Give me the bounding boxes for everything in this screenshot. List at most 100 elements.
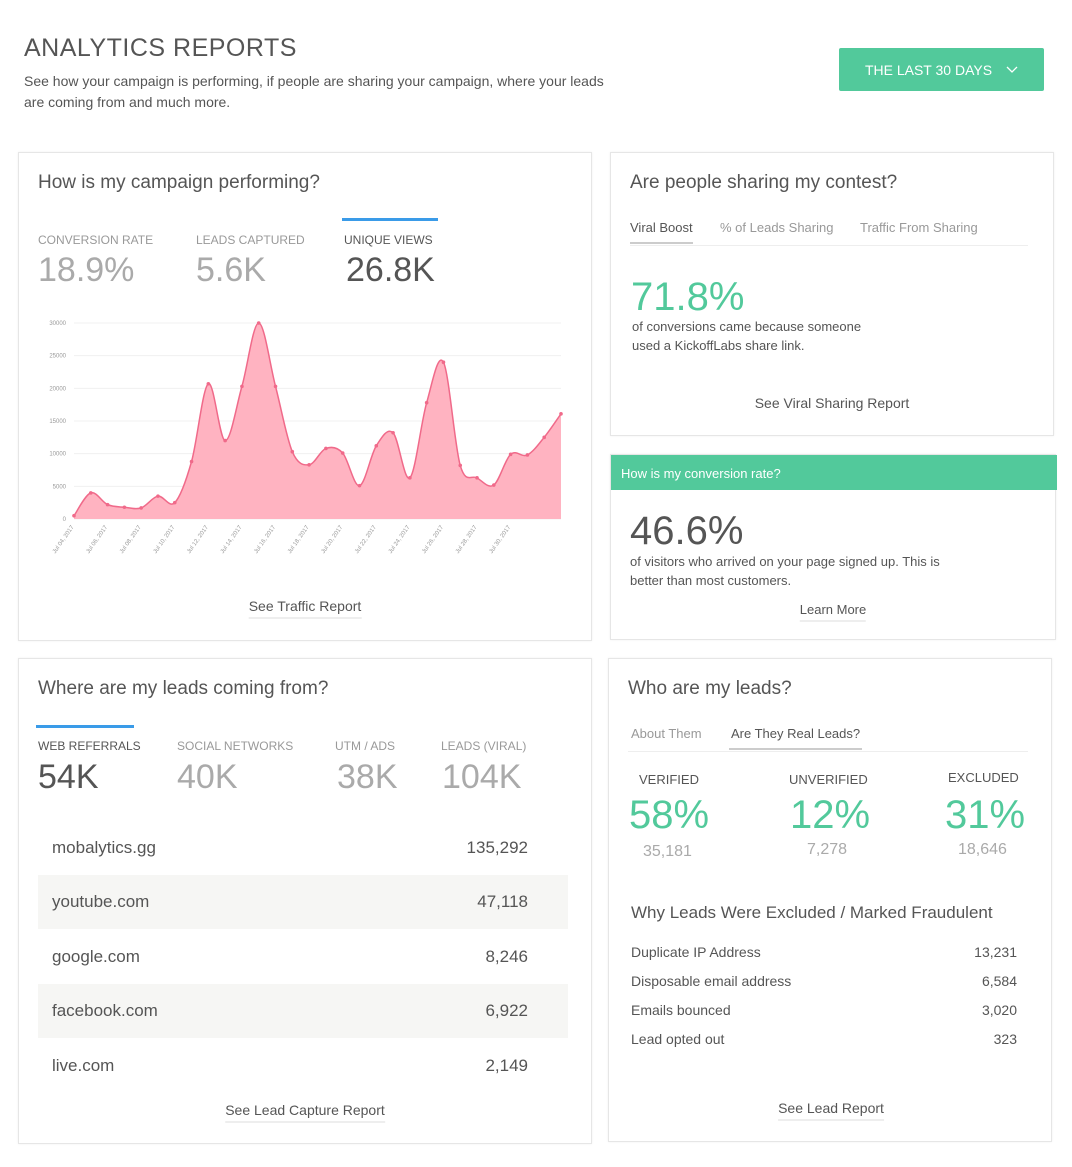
y-tick-label: 30000 xyxy=(49,321,66,327)
source-name: facebook.com xyxy=(52,1001,158,1020)
viral-boost-description: of conversions came because someone used… xyxy=(632,319,862,353)
metric-unique-views-value: 26.8K xyxy=(346,251,435,289)
unique-views-chart: 0 5000 10000 15000 20000 25000 30000 Jul 04, 20… xyxy=(49,321,563,555)
stat-excluded-count: 18,646 xyxy=(958,841,1007,858)
source-count: 6,922 xyxy=(485,1001,528,1020)
conversion-rate-value: 46.6% xyxy=(630,509,744,553)
area-fill xyxy=(74,323,561,519)
source-count: 47,118 xyxy=(477,892,528,911)
metric-leads-captured-label[interactable]: LEADS CAPTURED xyxy=(196,233,305,247)
stat-excluded-label: EXCLUDED xyxy=(948,770,1019,785)
x-tick-label: Jul 22, 2017 xyxy=(354,524,378,555)
x-tick-label: Jul 30, 2017 xyxy=(489,524,513,555)
see-viral-sharing-report-link[interactable]: See Viral Sharing Report xyxy=(754,395,910,411)
stat-excluded-pct: 31% xyxy=(945,793,1026,837)
excluded-reason-row: Emails bounced 3,020 xyxy=(631,1002,1017,1018)
tab-about-them[interactable]: About Them xyxy=(631,726,702,741)
data-point xyxy=(88,491,93,495)
sharing-card: Are people sharing my contest? Viral Boo… xyxy=(610,152,1054,436)
campaign-performance-card: How is my campaign performing? CONVERSIO… xyxy=(18,152,592,641)
metric-web-referrals-value: 54K xyxy=(38,758,99,796)
data-point xyxy=(458,463,463,468)
data-point xyxy=(424,400,429,405)
excluded-reason-row: Duplicate IP Address 13,231 xyxy=(631,944,1017,960)
table-row: youtube.com 47,118 xyxy=(38,875,568,929)
date-range-dropdown[interactable]: THE LAST 30 DAYS xyxy=(839,48,1044,91)
metric-conversion-rate-value: 18.9% xyxy=(38,251,135,289)
card-title: Are people sharing my contest? xyxy=(630,172,898,193)
tab-leads-sharing[interactable]: % of Leads Sharing xyxy=(720,220,834,235)
table-row: live.com 2,149 xyxy=(38,1039,568,1093)
tab-underline xyxy=(342,218,438,221)
x-tick-label: Jul 14, 2017 xyxy=(220,524,244,555)
x-tick-label: Jul 08, 2017 xyxy=(119,524,143,555)
x-tick-label: Jul 12, 2017 xyxy=(186,524,210,555)
data-point xyxy=(391,430,395,435)
data-point xyxy=(475,476,479,480)
reason: Disposable email address xyxy=(631,973,792,989)
data-point xyxy=(223,438,227,443)
tab-are-they-real-leads[interactable]: Are They Real Leads? xyxy=(729,726,863,750)
metric-social-networks-value: 40K xyxy=(177,758,238,796)
table-row: mobalytics.gg 135,292 xyxy=(38,821,568,875)
card-title: How is my conversion rate? xyxy=(621,466,781,481)
y-tick-label: 0 xyxy=(63,517,67,523)
metric-unique-views-label[interactable]: UNIQUE VIEWS xyxy=(344,233,433,247)
metric-social-networks-label[interactable]: SOCIAL NETWORKS xyxy=(177,739,294,753)
stat-unverified-pct: 12% xyxy=(790,793,871,837)
data-point xyxy=(156,494,160,498)
reason: Lead opted out xyxy=(631,1031,725,1047)
source-count: 2,149 xyxy=(485,1056,528,1075)
reason: Duplicate IP Address xyxy=(631,944,761,960)
data-point xyxy=(105,502,110,507)
data-point xyxy=(542,435,547,440)
see-lead-capture-report-link[interactable]: See Lead Capture Report xyxy=(225,1102,385,1123)
y-tick-label: 25000 xyxy=(49,354,66,360)
y-tick-label: 20000 xyxy=(49,386,66,392)
metric-web-referrals-label[interactable]: WEB REFERRALS xyxy=(38,739,141,753)
data-point xyxy=(525,453,530,457)
source-name: mobalytics.gg xyxy=(52,838,156,857)
see-traffic-report-link[interactable]: See Traffic Report xyxy=(248,598,362,619)
data-point xyxy=(72,513,76,518)
stat-verified-label: VERIFIED xyxy=(639,772,699,787)
card-title: How is my campaign performing? xyxy=(38,172,320,193)
y-tick-label: 15000 xyxy=(49,419,66,425)
stat-unverified-label: UNVERIFIED xyxy=(789,772,868,787)
x-tick-label: Jul 16, 2017 xyxy=(253,524,277,555)
viral-boost-value: 71.8% xyxy=(631,275,745,319)
metric-leads-captured-value: 5.6K xyxy=(196,251,266,289)
metric-leads-viral-value: 104K xyxy=(442,758,522,796)
source-count: 135,292 xyxy=(466,838,528,857)
metric-leads-viral-label[interactable]: LEADS (VIRAL) xyxy=(441,739,527,753)
card-title: Who are my leads? xyxy=(628,678,792,699)
data-point xyxy=(559,412,563,416)
data-point xyxy=(441,360,446,364)
data-point xyxy=(206,381,211,386)
learn-more-link[interactable]: Learn More xyxy=(799,602,867,622)
tab-viral-boost[interactable]: Viral Boost xyxy=(630,220,693,244)
data-point xyxy=(172,500,177,505)
reason-count: 13,231 xyxy=(974,944,1017,960)
data-point xyxy=(492,483,496,487)
data-point xyxy=(508,452,513,457)
metric-conversion-rate-label[interactable]: CONVERSION RATE xyxy=(38,233,154,247)
data-point xyxy=(122,505,127,510)
metric-utm-ads-label[interactable]: UTM / ADS xyxy=(335,739,396,753)
page-subtitle: See how your campaign is performing, if … xyxy=(24,73,604,110)
page-title: ANALYTICS REPORTS xyxy=(24,34,297,62)
tabs-divider xyxy=(628,751,1028,752)
card-header xyxy=(611,455,1057,490)
y-tick-label: 5000 xyxy=(53,484,67,490)
x-tick-label: Jul 26, 2017 xyxy=(421,524,445,555)
data-point xyxy=(273,384,278,389)
data-point xyxy=(240,384,244,389)
data-point xyxy=(340,451,345,455)
reason-count: 323 xyxy=(993,1031,1017,1047)
x-tick-label: Jul 10, 2017 xyxy=(153,524,177,555)
see-lead-report-link[interactable]: See Lead Report xyxy=(778,1100,884,1121)
x-tick-label: Jul 24, 2017 xyxy=(388,524,412,555)
date-range-label: THE LAST 30 DAYS xyxy=(864,61,993,78)
tab-traffic-from-sharing[interactable]: Traffic From Sharing xyxy=(860,220,978,235)
data-point xyxy=(408,476,412,480)
